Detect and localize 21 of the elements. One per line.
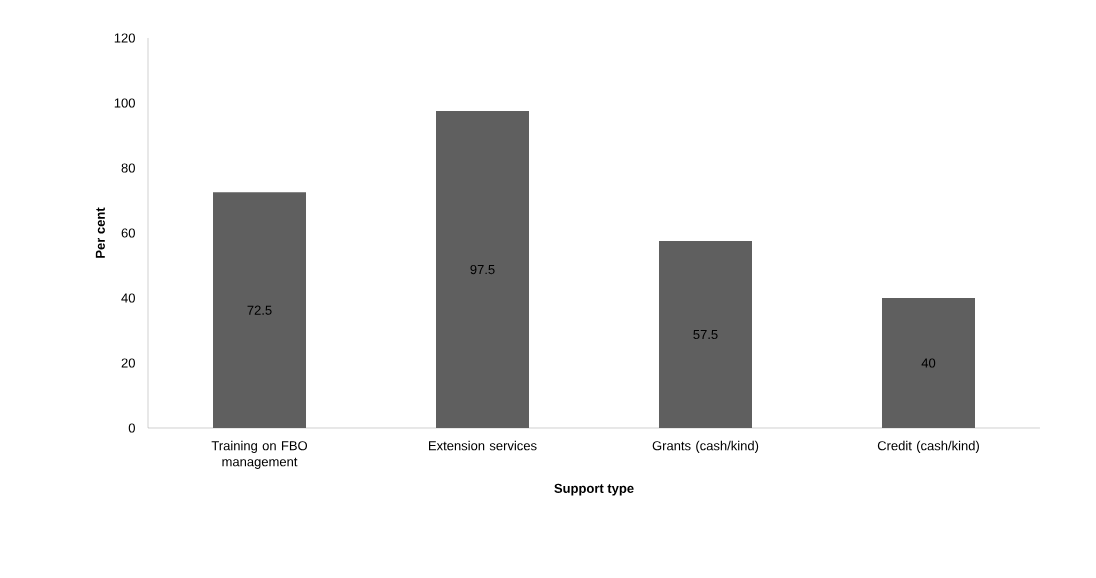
x-tick-label: Training on FBO management xyxy=(211,440,308,469)
data-label: 97.5 xyxy=(470,264,495,275)
y-tick-label: 20 xyxy=(121,358,135,368)
y-tick-label: 120 xyxy=(114,33,135,43)
y-tick-label: 0 xyxy=(128,423,135,433)
x-tick-label: Grants (cash/kind) xyxy=(652,440,759,453)
bar xyxy=(882,297,975,428)
y-tick-label: 60 xyxy=(121,228,135,238)
x-tick-label: Extension services xyxy=(429,440,537,451)
bar xyxy=(213,192,307,428)
bar xyxy=(659,241,752,428)
y-tick-label: 100 xyxy=(114,98,135,108)
data-label: 72.5 xyxy=(247,305,272,315)
y-axis-title: Per cent xyxy=(95,207,105,258)
x-tick-label: Credit (cash/kind) xyxy=(877,440,979,453)
bar xyxy=(436,111,529,428)
data-label: 57.5 xyxy=(693,330,718,340)
y-tick-label: 80 xyxy=(121,163,135,173)
data-label: 40 xyxy=(921,358,936,368)
y-tick-label: 40 xyxy=(121,293,135,303)
x-axis-title: Support type xyxy=(554,483,634,496)
